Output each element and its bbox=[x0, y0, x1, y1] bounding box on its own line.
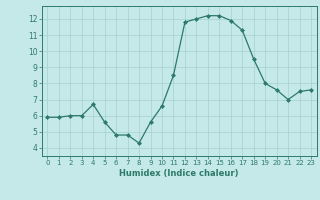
X-axis label: Humidex (Indice chaleur): Humidex (Indice chaleur) bbox=[119, 169, 239, 178]
